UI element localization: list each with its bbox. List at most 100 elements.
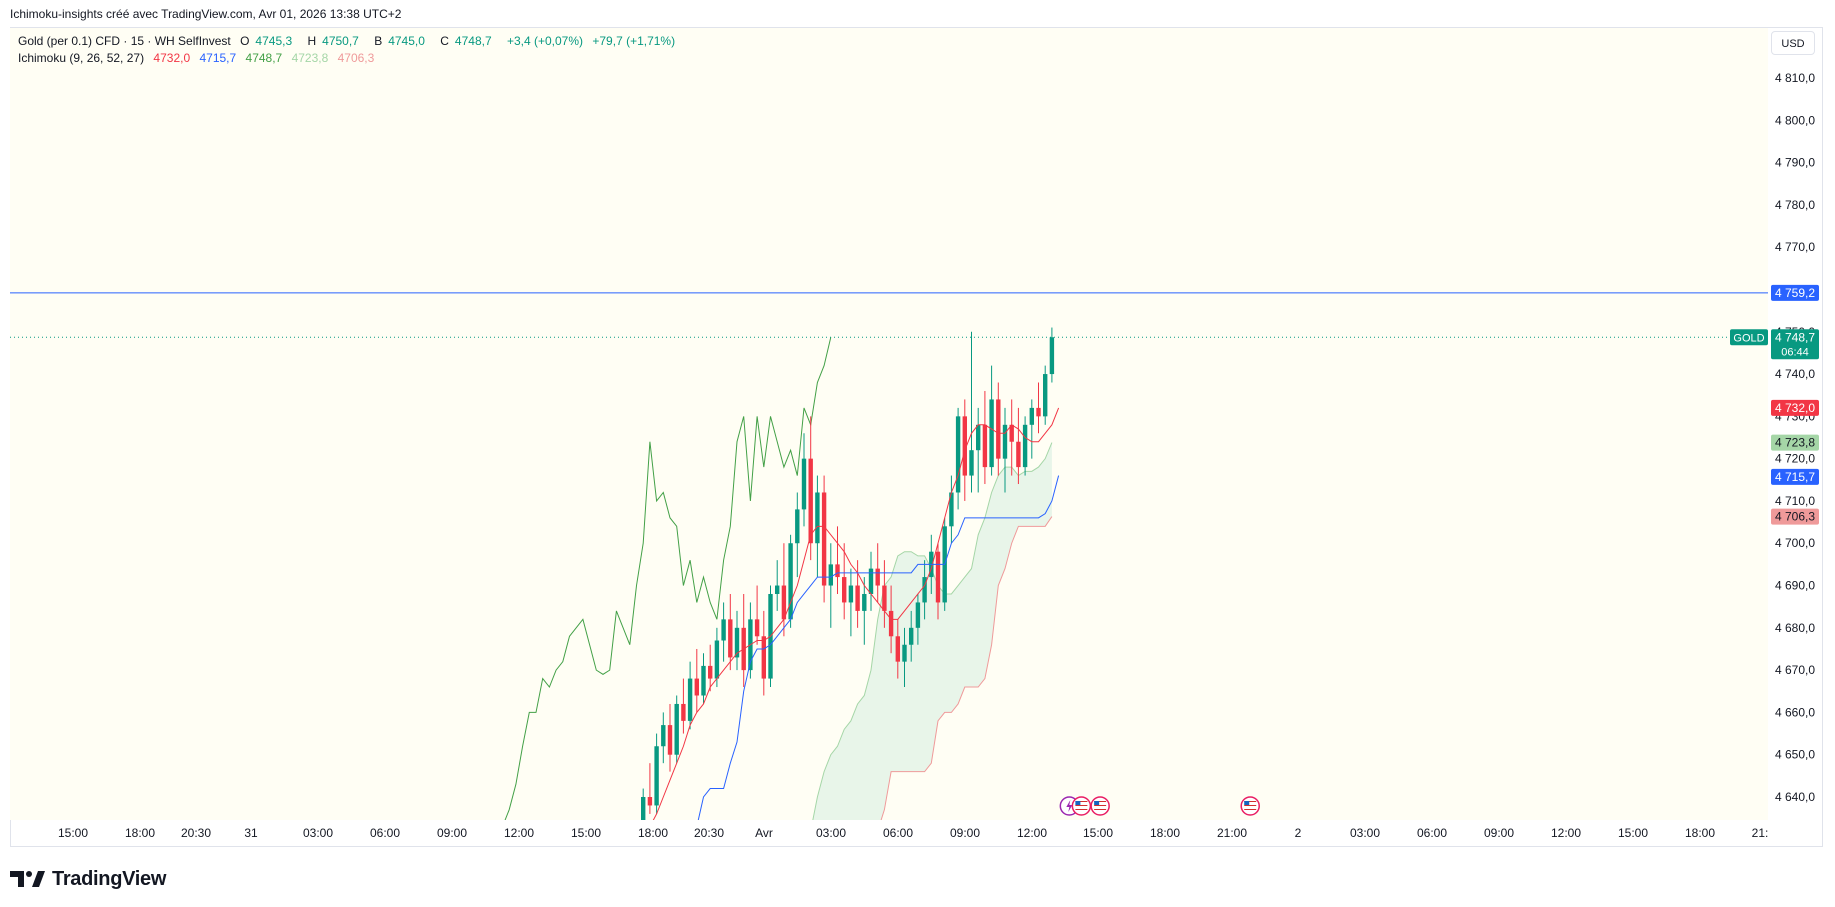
candle — [969, 331, 974, 493]
ohlc-high: H 4750,7 — [307, 34, 364, 48]
candle-body — [935, 551, 941, 603]
candle — [989, 365, 994, 476]
candle — [795, 492, 800, 578]
candle-body — [667, 725, 673, 755]
x-tick-label: 18:00 — [125, 826, 155, 840]
flag-stripe — [1075, 809, 1088, 810]
candle-body — [868, 568, 874, 594]
candle-body — [989, 399, 994, 468]
candle — [935, 543, 941, 620]
candle — [835, 526, 840, 594]
candle-body — [969, 450, 974, 476]
us-flag-event-icon[interactable] — [1240, 796, 1260, 816]
candle-body — [976, 424, 981, 451]
candle — [788, 534, 793, 628]
candle — [808, 416, 813, 561]
x-tick-label: 12:00 — [1551, 826, 1581, 840]
candle — [922, 560, 927, 620]
candle-body — [1022, 424, 1028, 468]
candle — [915, 593, 921, 645]
candle-body — [788, 543, 793, 620]
candle-body — [862, 593, 867, 611]
x-tick-label: 20:30 — [694, 826, 724, 840]
x-tick-label: 21:00 — [1217, 826, 1247, 840]
candle — [667, 703, 673, 772]
price-label-text: 4 759,2 — [1775, 286, 1815, 300]
x-tick-label: 15:00 — [1618, 826, 1648, 840]
candle — [641, 788, 646, 820]
open-value: 4745,3 — [255, 34, 293, 48]
candle-body — [982, 424, 988, 468]
kijun-sen-line — [697, 475, 1060, 820]
price-label-text: 4 715,7 — [1775, 470, 1815, 484]
price-label-bg — [1771, 508, 1819, 525]
x-tick-label: 18:00 — [1685, 826, 1715, 840]
y-tick-label: 4 780,0 — [1775, 198, 1815, 212]
high-value: 4750,7 — [322, 34, 359, 48]
candle-body — [949, 492, 954, 527]
flag-stripe — [1244, 805, 1257, 806]
tradingview-logo-icon — [10, 871, 45, 887]
x-tick-label: 21: — [1752, 826, 1769, 840]
candle — [1016, 407, 1021, 485]
price-axis-label: 4 732,0 — [1771, 399, 1819, 416]
candle-body — [734, 627, 740, 658]
candle — [754, 585, 760, 645]
candle — [996, 382, 1001, 476]
symbol-tag-bg — [1730, 329, 1768, 346]
candle-body — [795, 509, 800, 544]
candle-body — [654, 746, 659, 806]
flag-stripe — [1075, 801, 1088, 802]
price-axis-label: 4 748,7 06:44 GOLD — [1730, 329, 1819, 360]
x-tick-label: 15:00 — [58, 826, 88, 840]
currency-selector[interactable]: USD — [1771, 31, 1815, 55]
candle-body — [895, 636, 900, 662]
price-label-text: 4 723,8 — [1775, 436, 1815, 450]
symbol-legend[interactable]: Gold (per 0.1) CFD · 15 · WH SelfInvest … — [18, 34, 681, 48]
candle-body — [714, 640, 720, 679]
candle — [721, 602, 726, 662]
y-tick-label: 4 670,0 — [1775, 663, 1815, 677]
us-flag-event-icon[interactable] — [1071, 796, 1092, 816]
candle — [949, 475, 954, 544]
candle — [821, 475, 827, 603]
price-label-bg — [1771, 329, 1819, 360]
senkou-span-b-line — [880, 516, 1053, 820]
flag-stripe — [1094, 807, 1107, 808]
price-label-bg — [1771, 434, 1819, 451]
candle-body — [955, 416, 961, 493]
chikou-value: 4748,7 — [245, 51, 283, 65]
ohlc-open: O 4745,3 — [240, 34, 298, 48]
candle — [895, 619, 900, 679]
close-value: 4748,7 — [454, 34, 492, 48]
candle-body — [781, 585, 787, 620]
candle-body — [801, 458, 807, 510]
indicator-name[interactable]: Ichimoku (9, 26, 52, 27) — [18, 51, 145, 65]
x-tick-label: 18:00 — [1150, 826, 1180, 840]
x-tick-label: 12:00 — [504, 826, 534, 840]
indicator-legend[interactable]: Ichimoku (9, 26, 52, 27) 4732,0 4715,7 4… — [18, 51, 380, 65]
symbol-tag-text: GOLD — [1733, 332, 1764, 344]
candle — [909, 610, 914, 662]
tradingview-logo[interactable]: TradingView — [10, 866, 166, 892]
candle — [775, 560, 780, 611]
candle — [868, 551, 874, 611]
candle-body — [1002, 424, 1008, 459]
candle-body — [681, 703, 686, 721]
price-axis-label: 4 723,8 — [1771, 434, 1819, 451]
symbol-name[interactable]: Gold (per 0.1) CFD · 15 · WH SelfInvest — [18, 34, 231, 48]
kumo-cloud — [812, 442, 1052, 820]
candle-body — [1009, 424, 1014, 442]
low-key: B — [374, 34, 383, 48]
x-tick-label: 03:00 — [303, 826, 333, 840]
candle — [708, 644, 713, 692]
candle — [955, 407, 961, 510]
candle — [1009, 399, 1014, 476]
candle-body — [661, 725, 666, 747]
candle — [855, 560, 860, 628]
candle-body — [808, 458, 813, 544]
flag-canton — [1075, 801, 1081, 805]
candle — [801, 433, 807, 527]
us-flag-event-icon[interactable] — [1090, 796, 1110, 816]
y-tick-label: 4 690,0 — [1775, 579, 1815, 593]
